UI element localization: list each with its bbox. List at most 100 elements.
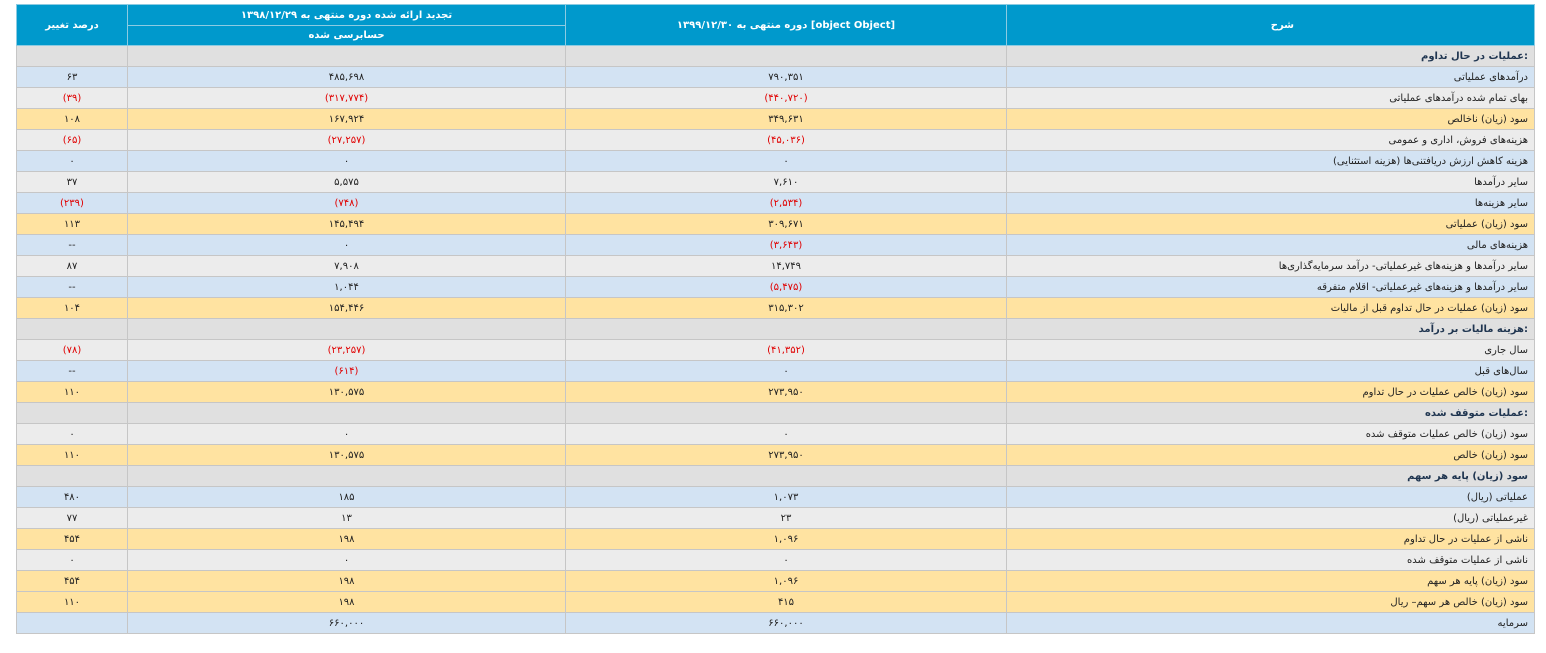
previous-period-cell	[127, 402, 566, 424]
change-cell: ۱۰۴	[16, 297, 128, 319]
previous-period-cell: ۱۳۰,۵۷۵	[127, 381, 566, 403]
current-period-cell: ۲۷۳,۹۵۰	[565, 444, 1007, 466]
header-previous-period: تجدید ارائه شده دوره منتهی به ۱۳۹۸/۱۲/۲۹	[127, 4, 566, 26]
previous-period-cell: ۵,۵۷۵	[127, 171, 566, 193]
current-period-cell: ۳۴۹,۶۳۱	[565, 108, 1007, 130]
table-row: ۰ ۰ ۰ هزینه کاهش ارزش دریافتنی‌ها (هزینه اس…	[16, 150, 1535, 172]
change-cell: ۴۵۴	[16, 528, 128, 550]
previous-period-cell: ۰	[127, 234, 566, 256]
table-row: (۶۵) (۲۷,۲۵۷) (۴۵,۰۳۶) هزینه‌های فروش، ادار…	[16, 129, 1535, 151]
description-cell: سود (زیان) پایه هر سهم	[1006, 570, 1535, 592]
previous-period-cell	[127, 45, 566, 67]
income-statement-container: درصد تغییر تجدید ارائه شده دوره منتهی به…	[16, 4, 1535, 634]
previous-period-cell: ۱۳	[127, 507, 566, 529]
section-header-row: عملیات متوقف شده:	[16, 402, 1535, 424]
description-cell: سود (زیان) خالص	[1006, 444, 1535, 466]
table-row: ۱۰۸ ۱۶۷,۹۲۴ ۳۴۹,۶۳۱ سود (زیان) ناخالص	[16, 108, 1535, 130]
previous-period-cell: (۲۳,۲۵۷)	[127, 339, 566, 361]
section-header-row: سود (زیان) پایه هر سهم	[16, 465, 1535, 487]
change-cell	[16, 612, 128, 634]
previous-period-cell: ۱۸۵	[127, 486, 566, 508]
current-period-cell: (۴۵,۰۳۶)	[565, 129, 1007, 151]
change-cell	[16, 45, 128, 67]
current-period-cell: ۷,۶۱۰	[565, 171, 1007, 193]
previous-period-cell: (۳۱۷,۷۷۴)	[127, 87, 566, 109]
table-row: ۴۵۴ ۱۹۸ ۱,۰۹۶ ناشی از عملیات در حال تداوم	[16, 528, 1535, 550]
description-cell: سود (زیان) عملیات در حال تداوم قبل از ما…	[1006, 297, 1535, 319]
change-cell: ۱۱۰	[16, 444, 128, 466]
current-period-cell: ۱,۰۷۳	[565, 486, 1007, 508]
description-cell: سود (زیان) ناخالص	[1006, 108, 1535, 130]
previous-period-cell: (۷۴۸)	[127, 192, 566, 214]
change-cell: --	[16, 276, 128, 298]
current-period-cell: ۱۴,۷۴۹	[565, 255, 1007, 277]
description-cell: سال‌های قبل	[1006, 360, 1535, 382]
description-cell: عملیاتی (ریال)	[1006, 486, 1535, 508]
table-row: ۱۱۳ ۱۴۵,۴۹۴ ۳۰۹,۶۷۱ سود (زیان) عملیاتی	[16, 213, 1535, 235]
table-row: (۷۸) (۲۳,۲۵۷) (۴۱,۳۵۲) سال جاری	[16, 339, 1535, 361]
table-row: ۴۵۴ ۱۹۸ ۱,۰۹۶ سود (زیان) پایه هر سهم	[16, 570, 1535, 592]
table-row: -- ۱,۰۴۴ (۵,۴۷۵) سایر درآمدها و هزینه‌های غ…	[16, 276, 1535, 298]
change-cell	[16, 465, 128, 487]
income-statement-table: درصد تغییر تجدید ارائه شده دوره منتهی به…	[16, 4, 1535, 634]
table-row: ۱۱۰ ۱۹۸ ۴۱۵ سود (زیان) خالص هر سهم– ریال	[16, 591, 1535, 613]
previous-period-cell: ۱۹۸	[127, 570, 566, 592]
change-cell: ۱۱۰	[16, 591, 128, 613]
description-cell: هزینه‌های مالی	[1006, 234, 1535, 256]
table-row: (۳۹) (۳۱۷,۷۷۴) (۴۴۰,۷۲۰) بهای تمام شده درآم…	[16, 87, 1535, 109]
current-period-cell: ۰	[565, 360, 1007, 382]
current-period-cell	[565, 45, 1007, 67]
previous-period-cell: ۱۵۴,۴۴۶	[127, 297, 566, 319]
table-header: درصد تغییر تجدید ارائه شده دوره منتهی به…	[16, 4, 1535, 46]
table-row: ۶۳ ۴۸۵,۶۹۸ ۷۹۰,۳۵۱ درآمدهای عملیاتی	[16, 66, 1535, 88]
description-cell: عملیات در حال تداوم:	[1006, 45, 1535, 67]
change-cell: ۸۷	[16, 255, 128, 277]
previous-period-cell: ۰	[127, 549, 566, 571]
description-cell: عملیات متوقف شده:	[1006, 402, 1535, 424]
description-cell: سود (زیان) پایه هر سهم	[1006, 465, 1535, 487]
change-cell: ۰	[16, 423, 128, 445]
change-cell: ۴۸۰	[16, 486, 128, 508]
current-period-cell: (۳,۶۴۳)	[565, 234, 1007, 256]
table-row: (۲۳۹) (۷۴۸) (۲,۵۳۴) سایر هزینه‌ها	[16, 192, 1535, 214]
table-row: ۰ ۰ ۰ ناشی از عملیات متوقف شده	[16, 549, 1535, 571]
change-cell	[16, 318, 128, 340]
table-row: ۴۸۰ ۱۸۵ ۱,۰۷۳ عملیاتی (ریال)	[16, 486, 1535, 508]
description-cell: سایر درآمدها و هزینه‌های غیرعملیاتی- اقل…	[1006, 276, 1535, 298]
section-header-row: عملیات در حال تداوم:	[16, 45, 1535, 67]
previous-period-cell: ۴۸۵,۶۹۸	[127, 66, 566, 88]
table-row: ۳۷ ۵,۵۷۵ ۷,۶۱۰ سایر درآمدها	[16, 171, 1535, 193]
current-period-cell: (۲,۵۳۴)	[565, 192, 1007, 214]
section-header-row: هزینه مالیات بر درآمد:	[16, 318, 1535, 340]
current-period-cell: ۱,۰۹۶	[565, 528, 1007, 550]
table-row: ۸۷ ۷,۹۰۸ ۱۴,۷۴۹ سایر درآمدها و هزینه‌های غی…	[16, 255, 1535, 277]
description-cell: بهای تمام شده درآمدهای عملیاتی	[1006, 87, 1535, 109]
change-cell: ۰	[16, 150, 128, 172]
table-body: عملیات در حال تداوم: ۶۳ ۴۸۵,۶۹۸ ۷۹۰,۳۵۱ درآم…	[16, 45, 1535, 634]
current-period-cell: ۳۱۵,۳۰۲	[565, 297, 1007, 319]
description-cell: ناشی از عملیات متوقف شده	[1006, 549, 1535, 571]
change-cell: ۱۱۰	[16, 381, 128, 403]
table-row: ۱۱۰ ۱۳۰,۵۷۵ ۲۷۳,۹۵۰ سود (زیان) خالص	[16, 444, 1535, 466]
change-cell: ۰	[16, 549, 128, 571]
current-period-cell: (۵,۴۷۵)	[565, 276, 1007, 298]
previous-period-cell: ۶۶۰,۰۰۰	[127, 612, 566, 634]
change-cell: ۶۳	[16, 66, 128, 88]
previous-period-cell: ۰	[127, 423, 566, 445]
change-cell: (۷۸)	[16, 339, 128, 361]
previous-period-cell: ۱۶۷,۹۲۴	[127, 108, 566, 130]
description-cell: سرمایه	[1006, 612, 1535, 634]
header-description: شرح	[1006, 4, 1535, 46]
current-period-cell: ۳۰۹,۶۷۱	[565, 213, 1007, 235]
change-cell: ۷۷	[16, 507, 128, 529]
change-cell: ۳۷	[16, 171, 128, 193]
description-cell: غیرعملیاتی (ریال)	[1006, 507, 1535, 529]
header-change: درصد تغییر	[16, 4, 128, 46]
current-period-cell: (۴۴۰,۷۲۰)	[565, 87, 1007, 109]
description-cell: سود (زیان) خالص عملیات متوقف شده	[1006, 423, 1535, 445]
change-cell: (۶۵)	[16, 129, 128, 151]
change-cell: (۲۳۹)	[16, 192, 128, 214]
header-previous-audited: حسابرسی شده	[127, 25, 566, 46]
description-cell: سود (زیان) عملیاتی	[1006, 213, 1535, 235]
description-cell: سایر درآمدها و هزینه‌های غیرعملیاتی- درآ…	[1006, 255, 1535, 277]
